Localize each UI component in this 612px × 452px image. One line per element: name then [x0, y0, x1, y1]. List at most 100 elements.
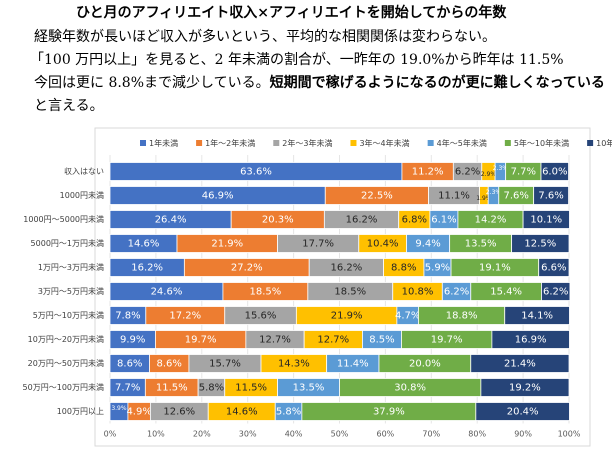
data-label: 7.6% — [538, 191, 563, 202]
data-label: 6.2% — [543, 287, 568, 298]
data-label: 16.2% — [131, 263, 163, 274]
data-label: 12.7% — [317, 335, 349, 346]
data-label: 21.9% — [331, 311, 363, 322]
data-label: 7.6% — [504, 191, 529, 202]
y-tick-label: 収入はない — [64, 166, 104, 176]
data-label: 8.6% — [117, 359, 142, 370]
y-tick-label: 20万円～50万円未満 — [28, 358, 104, 368]
data-label: 10.1% — [530, 215, 562, 226]
data-label: 19.7% — [185, 335, 217, 346]
y-tick-label: 10万円～20万円未満 — [28, 334, 104, 344]
bar-segment — [475, 402, 570, 421]
data-label: 13.5% — [465, 239, 497, 250]
legend-swatch — [504, 140, 511, 146]
data-label: 19.1% — [479, 263, 511, 274]
x-tick-label: 10% — [147, 430, 165, 439]
bar-segment — [504, 306, 570, 325]
data-label: 19.2% — [509, 383, 541, 394]
bar-segment — [533, 186, 569, 205]
data-label: 8.5% — [369, 335, 394, 346]
legend-swatch — [196, 140, 203, 146]
data-label: 2.9% — [481, 171, 497, 178]
x-tick-label: 50% — [331, 430, 349, 439]
data-label: 6.0% — [542, 167, 567, 178]
data-label: 13.5% — [293, 383, 325, 394]
data-label: 6.2% — [444, 287, 469, 298]
bar-segment — [511, 234, 570, 253]
data-label: 18.8% — [446, 311, 478, 322]
bar-segment — [491, 330, 570, 349]
data-label: 17.7% — [302, 239, 334, 250]
data-label: 14.6% — [128, 239, 160, 250]
data-label: 5.9% — [425, 263, 450, 274]
x-tick-label: 80% — [468, 430, 486, 439]
data-label: 20.4% — [507, 407, 539, 418]
data-label: 14.3% — [278, 359, 310, 370]
legend-swatch — [427, 140, 434, 146]
data-label: 11.4% — [337, 359, 369, 370]
data-label: 12.5% — [524, 239, 556, 250]
data-label: 15.4% — [490, 287, 522, 298]
data-label: 16.2% — [330, 263, 362, 274]
doc-line: と言える。 — [34, 98, 104, 114]
data-label: 16.2% — [346, 215, 378, 226]
y-tick-label: 100万円以上 — [57, 407, 104, 416]
bar-segment — [538, 258, 570, 277]
doc-title: ひと月のアフィリエイト収入×アフィリエイトを開始してからの年数 — [76, 4, 507, 21]
doc-emphasis: 短期間で稼げるようになるのが更に難しくなっている — [270, 74, 605, 91]
data-label: 26.4% — [155, 215, 187, 226]
data-label: 4.9% — [126, 407, 151, 418]
data-label: 10.4% — [367, 239, 399, 250]
data-label: 5.8% — [276, 407, 301, 418]
legend-label: 10年以上 — [596, 138, 612, 148]
legend-label: 1年～2年未満 — [205, 138, 255, 148]
data-label: 17.2% — [169, 311, 201, 322]
data-label: 18.5% — [334, 287, 366, 298]
data-label: 10.8% — [402, 287, 434, 298]
data-label: 18.5% — [249, 287, 281, 298]
data-label: 4.7% — [395, 311, 420, 322]
y-tick-label: 1000円～5000円未満 — [23, 214, 104, 224]
data-label: 11.2% — [412, 167, 444, 178]
data-label: 1.9% — [476, 195, 492, 202]
data-label: 6.6% — [541, 263, 566, 274]
data-label: 9.9% — [120, 335, 145, 346]
data-label: 7.8% — [115, 311, 140, 322]
x-tick-label: 90% — [514, 430, 532, 439]
bar-segment — [480, 378, 570, 397]
data-label: 63.6% — [240, 167, 272, 178]
x-tick-label: 60% — [377, 430, 395, 439]
legend-swatch — [140, 140, 146, 146]
data-label: 14.6% — [226, 407, 258, 418]
data-label: 9.4% — [415, 239, 440, 250]
legend-swatch — [273, 140, 280, 146]
doc-line: 経験年数が長いほど収入が多いという、平均的な相関関係は変わらない。 — [34, 28, 496, 45]
bar-segment — [522, 210, 570, 229]
data-label: 2.3% — [486, 189, 502, 196]
data-label: 11.1% — [438, 191, 470, 202]
data-label: 21.4% — [504, 359, 536, 370]
doc-line-part: 今回は更に 8.8%まで減少している。 — [34, 74, 270, 91]
legend-label: 2年～3年未満 — [282, 138, 332, 148]
data-label: 12.6% — [163, 407, 195, 418]
legend-swatch — [350, 140, 357, 146]
data-label: 19.7% — [431, 335, 463, 346]
data-label: 12.7% — [259, 335, 291, 346]
x-tick-label: 70% — [422, 430, 440, 439]
doc-line: 今回は更に 8.8%まで減少している。短期間で稼げるようになるのが更に難しくなっ… — [34, 74, 605, 91]
y-tick-label: 5万円～10万円未満 — [33, 310, 104, 320]
data-label: 11.5% — [156, 383, 188, 394]
bar-segment — [540, 162, 569, 181]
data-label: 3.9% — [111, 405, 127, 412]
legend-swatch — [587, 140, 594, 146]
data-label: 16.9% — [515, 335, 547, 346]
data-label: 21.9% — [211, 239, 243, 250]
data-label: 7.7% — [511, 167, 536, 178]
data-label: 8.8% — [391, 263, 416, 274]
data-label: 2.3% — [493, 165, 509, 172]
data-label: 46.9% — [202, 191, 234, 202]
x-tick-label: 40% — [285, 430, 303, 439]
y-tick-label: 1000円未満 — [60, 190, 104, 200]
data-label: 7.7% — [115, 383, 140, 394]
